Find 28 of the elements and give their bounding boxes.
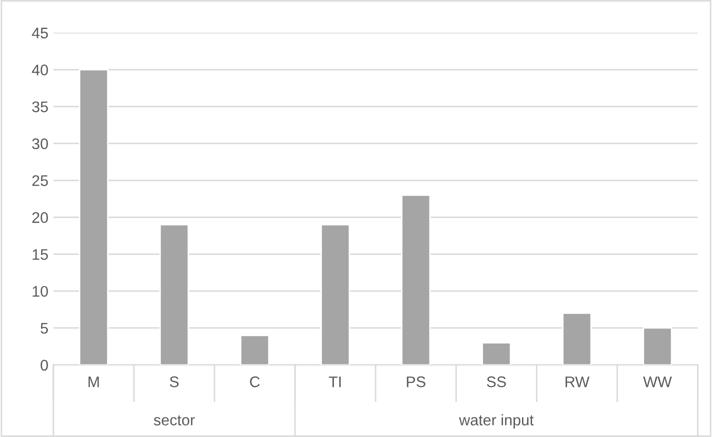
bar: [642, 327, 672, 365]
x-tick-label: RW: [566, 376, 590, 388]
x-tick-label: PS: [406, 376, 426, 388]
y-tick-label: 40: [32, 64, 48, 76]
x-tick-label: WW: [643, 376, 672, 388]
x-tick-label: M: [88, 376, 99, 388]
y-tick-label: 20: [32, 212, 48, 223]
bar: [562, 312, 592, 365]
y-tick-label: 15: [32, 249, 48, 260]
bar: [159, 224, 190, 365]
x-tick-label: SS: [486, 376, 506, 388]
y-tick-label: 35: [32, 101, 48, 112]
y-tick-label: 5: [40, 323, 48, 334]
y-tick-label: 0: [40, 360, 48, 371]
x-tick-label: C: [250, 376, 260, 388]
text: sector: [154, 415, 195, 426]
bar: [401, 194, 431, 365]
y-tick-label: 30: [32, 138, 48, 150]
y-tick-label: 25: [32, 175, 48, 186]
x-tick-label: S: [170, 376, 179, 388]
y-tick-label: 10: [32, 286, 48, 297]
bar: [320, 224, 350, 365]
bar: [78, 68, 108, 365]
bar: [482, 342, 512, 365]
text: water input: [459, 414, 534, 428]
y-tick-label: 45: [32, 28, 48, 38]
x-tick-label: TI: [328, 376, 341, 388]
bar: [240, 334, 270, 365]
